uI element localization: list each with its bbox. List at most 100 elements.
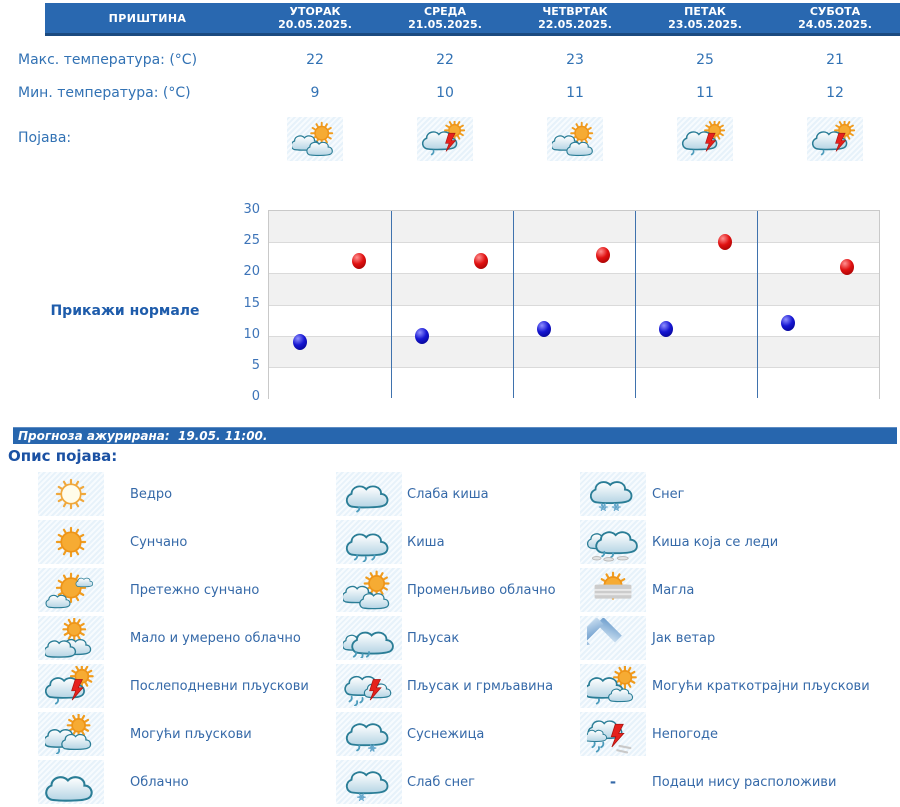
afternoon-showers-icon — [45, 666, 94, 705]
min-temp-value-4: 11 — [696, 85, 714, 101]
strong-wind-icon-box — [580, 616, 646, 660]
phenomenon-icon-box-3 — [547, 117, 603, 161]
mostly-sunny-icon — [45, 572, 94, 609]
legend-item-label: Јак ветар — [652, 630, 716, 646]
min-temp-value-1: 9 — [310, 85, 320, 101]
legend-item-label: Облачно — [130, 774, 189, 790]
day-date: 24.05.2025. — [798, 18, 872, 31]
day-date: 23.05.2025. — [668, 18, 742, 31]
chart-band — [269, 242, 879, 275]
day-header-2: СРЕДА 21.05.2025. — [380, 3, 510, 33]
phenomenon-icon-box-5 — [807, 117, 863, 161]
y-tick-label: 5 — [251, 357, 260, 373]
min-temp-dot-5 — [780, 315, 795, 332]
legend-item-label: Магла — [652, 582, 695, 598]
day-header-3: ЧЕТВРТАК 22.05.2025. — [510, 3, 640, 33]
day-separator — [635, 211, 636, 398]
min-temp-value-3: 11 — [566, 85, 584, 101]
forecast-table-header: ПРИШТИНА УТОРАК 20.05.2025. СРЕДА 21.05.202… — [45, 3, 900, 36]
min-temp-dot-1 — [292, 333, 307, 350]
day-date: 22.05.2025. — [538, 18, 612, 31]
chart-band — [269, 304, 879, 337]
sleet-icon — [345, 723, 389, 752]
chart-band — [269, 273, 879, 306]
y-tick-label: 20 — [243, 264, 260, 280]
legend-item-label: Слаб снег — [407, 774, 475, 790]
min-temp-value-2: 10 — [436, 85, 454, 101]
legend-item-label: Могући краткотрајни пљускови — [652, 678, 870, 694]
thunder-shower-icon-box — [336, 664, 402, 708]
day-date: 20.05.2025. — [278, 18, 352, 31]
y-tick-label: 15 — [243, 295, 260, 311]
max-temp-dot-5 — [840, 259, 855, 276]
severe-weather-icon — [587, 720, 632, 754]
day-separator — [391, 211, 392, 398]
phenomenon-icon-box-1 — [287, 117, 343, 161]
legend-item-label: Пљусак и грмљавина — [407, 678, 554, 694]
min-temp-dot-2 — [414, 327, 429, 344]
legend-item-label: Могући пљускови — [130, 726, 252, 742]
partly-cloudy-icon — [45, 618, 92, 658]
light-rain-icon — [345, 485, 389, 513]
phenomenon-icon-box-4 — [677, 117, 733, 161]
max-temp-dot-3 — [596, 246, 611, 263]
snow-icon — [589, 481, 633, 512]
severe-weather-icon-box — [580, 712, 646, 756]
legend-item-label: Мало и умерено облачно — [130, 630, 301, 646]
max-temp-value-4: 25 — [696, 52, 714, 68]
forecast-updated-text: Прогноза ажурирана: 19.05. 11:00. — [18, 429, 268, 443]
variable-cloudy-icon — [343, 570, 390, 610]
afternoon-showers-icon — [812, 121, 856, 156]
cloudy-icon — [45, 776, 93, 802]
phenomenon-icon-box-2 — [417, 117, 473, 161]
no-data-dash: - — [609, 773, 617, 791]
freezing-rain-icon-box — [580, 520, 646, 564]
cloudy-icon-box — [38, 760, 104, 804]
light-snow-icon — [345, 771, 389, 801]
clear-icon-box — [38, 472, 104, 516]
legend-item-label: Сунчано — [130, 534, 188, 550]
day-name: УТОРАК — [289, 5, 341, 18]
afternoon-showers-icon — [422, 121, 466, 156]
min-temp-value-5: 12 — [826, 85, 844, 101]
thunder-shower-icon — [344, 675, 392, 706]
max-temp-dot-4 — [718, 234, 733, 251]
shower-icon — [343, 631, 394, 658]
possible-showers-icon-box — [38, 712, 104, 756]
fog-icon-box — [580, 568, 646, 612]
light-snow-icon-box — [336, 760, 402, 804]
day-date: 21.05.2025. — [408, 18, 482, 31]
max-temp-dot-1 — [352, 252, 367, 269]
afternoon-showers-icon — [682, 121, 726, 156]
partly-cloudy-icon-box — [38, 616, 104, 660]
max-temp-value-5: 21 — [826, 52, 844, 68]
max-temp-value-2: 22 — [436, 52, 454, 68]
rain-icon — [345, 533, 389, 562]
strong-wind-icon — [587, 618, 622, 649]
sunny-icon-box — [38, 520, 104, 564]
phenomenon-label: Појава: — [18, 130, 72, 146]
legend-item-label: Променљиво облачно — [407, 582, 556, 598]
max-temperature-label: Макс. температура: (°C) — [18, 52, 198, 68]
min-temperature-label: Мин. температура: (°C) — [18, 85, 191, 101]
chart-band — [269, 366, 879, 399]
legend-title: Опис појава: — [8, 447, 118, 465]
variable-cloudy-icon — [552, 121, 594, 157]
legend-item-label: Киша која се леди — [652, 534, 779, 550]
day-name: ЧЕТВРТАК — [542, 5, 608, 18]
clear-icon — [55, 478, 87, 510]
min-temp-dot-4 — [658, 321, 673, 338]
day-name: СРЕДА — [424, 5, 466, 18]
sunny-icon — [55, 526, 87, 558]
day-separator — [757, 211, 758, 398]
max-temp-value-1: 22 — [306, 52, 324, 68]
show-normals-link[interactable]: Прикажи нормале — [50, 303, 200, 319]
y-tick-label: 30 — [243, 202, 260, 217]
min-temperature-values: 9 10 11 11 12 — [250, 85, 900, 101]
chart-band — [269, 211, 879, 243]
max-temp-dot-2 — [474, 252, 489, 269]
possible-brief-showers-icon-box — [580, 664, 646, 708]
legend-item-label: Подаци нису расположиви — [652, 774, 837, 790]
min-temperature-row: Мин. температура: (°C) 9 10 11 11 12 — [0, 85, 900, 107]
